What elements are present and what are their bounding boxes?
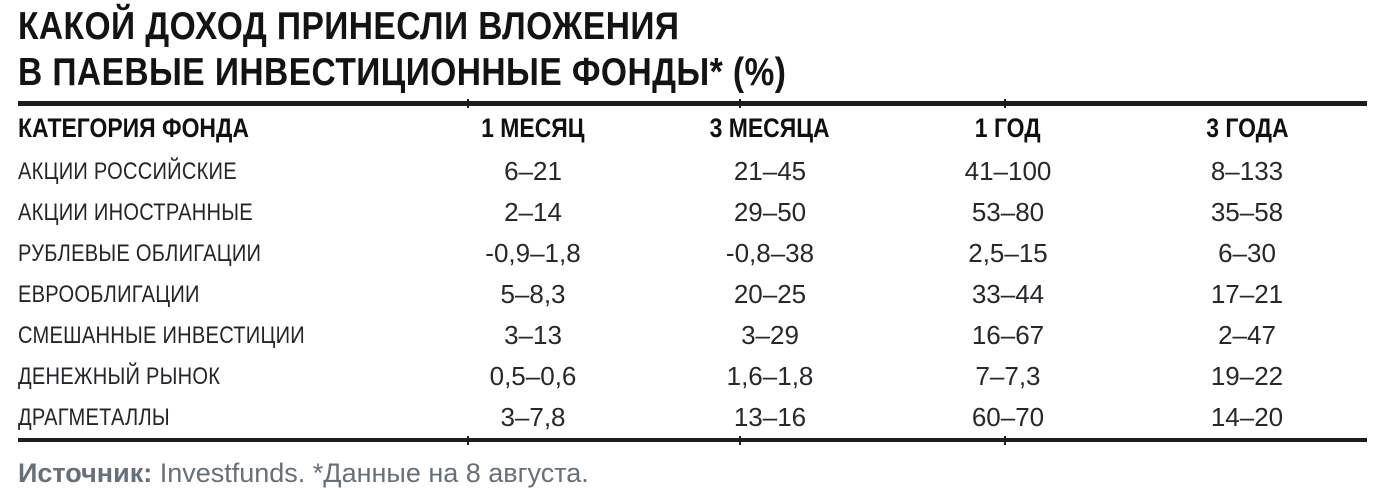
value-cell: 5–8,3 [500, 279, 566, 309]
category-label: АКЦИИ РОССИЙСКИЕ [18, 157, 237, 185]
value-cell: 33–44 [971, 279, 1045, 309]
value-cell: 3–13 [504, 320, 562, 350]
value-cell: 0,5–0,6 [489, 361, 577, 391]
table-row: ДРАГМЕТАЛЛЫ 3–7,8 13–16 60–70 14–20 [18, 397, 1367, 438]
category-cell: ДЕНЕЖНЫЙ РЫНОК [18, 363, 415, 391]
value-cell: 2–14 [504, 197, 562, 227]
value-cell: 21–45 [733, 156, 807, 186]
column-header-label: 3 МЕСЯЦА [710, 113, 830, 143]
value-cell: 19–22 [1210, 361, 1284, 391]
value-cell: 1,6–1,8 [726, 361, 814, 391]
value-cell: 14–20 [1210, 402, 1284, 432]
category-label: ДЕНЕЖНЫЙ РЫНОК [18, 362, 221, 390]
value-cell: 35–58 [1210, 197, 1284, 227]
value-cell: 3–7,8 [500, 402, 566, 432]
column-divider-tick [739, 436, 741, 445]
table-row: ЕВРООБЛИГАЦИИ 5–8,3 20–25 33–44 17–21 [18, 274, 1367, 315]
value-cell: 41–100 [964, 156, 1052, 186]
column-divider-tick [1004, 99, 1006, 108]
column-header-3-years: 3 ГОДА [1127, 113, 1367, 144]
column-divider-tick [467, 99, 469, 108]
column-header-3-months: 3 МЕСЯЦА [651, 113, 889, 144]
category-cell: АКЦИИ ИНОСТРАННЫЕ [18, 199, 415, 227]
value-cell: 6–21 [504, 156, 562, 186]
category-cell: АКЦИИ РОССИЙСКИЕ [18, 158, 415, 186]
returns-table: КАТЕГОРИЯ ФОНДА 1 МЕСЯЦ 3 МЕСЯЦА 1 ГОД 3… [18, 99, 1367, 445]
column-header-label: 3 ГОДА [1205, 113, 1289, 143]
value-cell: 6–30 [1218, 238, 1276, 268]
category-cell: СМЕШАННЫЕ ИНВЕСТИЦИИ [18, 322, 415, 350]
category-label: ДРАГМЕТАЛЛЫ [18, 403, 170, 431]
column-header-1-month: 1 МЕСЯЦ [415, 113, 651, 144]
table-header-row: КАТЕГОРИЯ ФОНДА 1 МЕСЯЦ 3 МЕСЯЦА 1 ГОД 3… [18, 106, 1367, 151]
value-cell: 29–50 [733, 197, 807, 227]
table-row: СМЕШАННЫЕ ИНВЕСТИЦИИ 3–13 3–29 16–67 2–4… [18, 315, 1367, 356]
column-header-label: 1 ГОД [975, 113, 1041, 143]
column-header-category: КАТЕГОРИЯ ФОНДА [18, 113, 415, 144]
page-title: КАКОЙ ДОХОД ПРИНЕСЛИ ВЛОЖЕНИЯ В ПАЕВЫЕ И… [18, 4, 911, 96]
category-cell: ДРАГМЕТАЛЛЫ [18, 404, 415, 432]
page-title-line2: В ПАЕВЫЕ ИНВЕСТИЦИОННЫЕ ФОНДЫ* (%) [18, 51, 787, 94]
category-label: СМЕШАННЫЕ ИНВЕСТИЦИИ [18, 321, 305, 349]
value-cell: 3–29 [741, 320, 799, 350]
table-top-rule [18, 99, 1367, 108]
column-header-label: КАТЕГОРИЯ ФОНДА [18, 113, 249, 143]
value-cell: 16–67 [971, 320, 1045, 350]
value-cell: 2–47 [1218, 320, 1276, 350]
value-cell: 17–21 [1210, 279, 1284, 309]
value-cell: 7–7,3 [975, 361, 1041, 391]
value-cell: 8–133 [1210, 156, 1284, 186]
value-cell: 53–80 [971, 197, 1045, 227]
value-cell: 20–25 [733, 279, 807, 309]
table-bottom-rule [18, 436, 1367, 445]
column-header-label: 1 МЕСЯЦ [481, 113, 585, 143]
value-cell: 13–16 [733, 402, 807, 432]
source-label: Источник: [18, 458, 153, 488]
category-label: АКЦИИ ИНОСТРАННЫЕ [18, 198, 253, 226]
category-label: ЕВРООБЛИГАЦИИ [18, 280, 200, 308]
value-cell: -0,9–1,8 [485, 238, 581, 268]
column-divider-tick [1004, 436, 1006, 445]
source-note: Источник: Investfunds. *Данные на 8 авгу… [18, 458, 589, 489]
category-cell: РУБЛЕВЫЕ ОБЛИГАЦИИ [18, 240, 415, 268]
category-label: РУБЛЕВЫЕ ОБЛИГАЦИИ [18, 239, 262, 267]
table-row: РУБЛЕВЫЕ ОБЛИГАЦИИ -0,9–1,8 -0,8–38 2,5–… [18, 233, 1367, 274]
column-divider-tick [467, 436, 469, 445]
table-row: АКЦИИ ИНОСТРАННЫЕ 2–14 29–50 53–80 35–58 [18, 192, 1367, 233]
column-divider-tick [739, 99, 741, 108]
page-title-line1: КАКОЙ ДОХОД ПРИНЕСЛИ ВЛОЖЕНИЯ [18, 5, 680, 48]
table-row: АКЦИИ РОССИЙСКИЕ 6–21 21–45 41–100 8–133 [18, 151, 1367, 192]
column-header-1-year: 1 ГОД [889, 113, 1127, 144]
category-cell: ЕВРООБЛИГАЦИИ [18, 281, 415, 309]
table-row: ДЕНЕЖНЫЙ РЫНОК 0,5–0,6 1,6–1,8 7–7,3 19–… [18, 356, 1367, 397]
value-cell: 60–70 [971, 402, 1045, 432]
value-cell: -0,8–38 [725, 238, 815, 268]
source-text: Investfunds. *Данные на 8 августа. [152, 458, 589, 488]
value-cell: 2,5–15 [968, 238, 1048, 268]
